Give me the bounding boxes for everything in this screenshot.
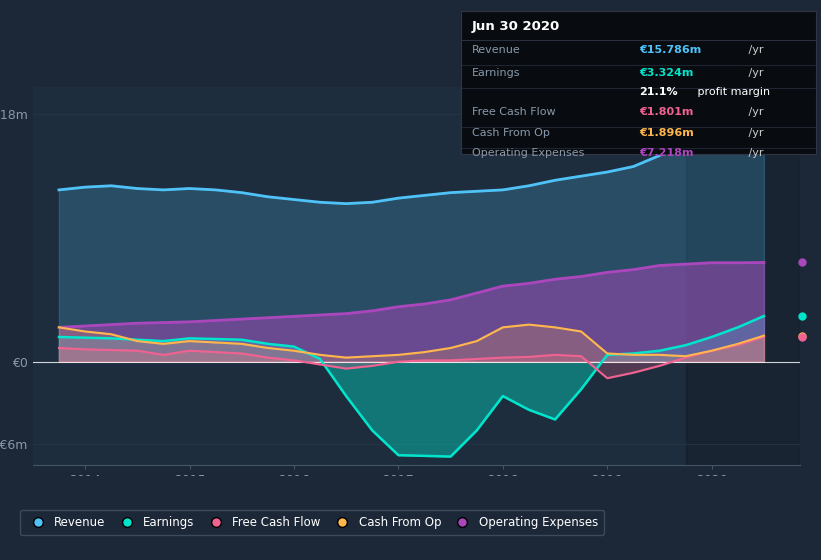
- Text: Revenue: Revenue: [472, 45, 521, 55]
- Text: /yr: /yr: [745, 45, 764, 55]
- Text: €7.218m: €7.218m: [639, 148, 693, 158]
- Text: 21.1%: 21.1%: [639, 87, 677, 97]
- Text: €3.324m: €3.324m: [639, 68, 693, 78]
- Bar: [686, 87, 800, 465]
- Text: /yr: /yr: [745, 148, 764, 158]
- Text: Earnings: Earnings: [472, 68, 521, 78]
- Text: Free Cash Flow: Free Cash Flow: [472, 107, 556, 117]
- Text: Jun 30 2020: Jun 30 2020: [472, 20, 560, 33]
- Text: Operating Expenses: Operating Expenses: [472, 148, 585, 158]
- Text: /yr: /yr: [745, 107, 764, 117]
- Text: €15.786m: €15.786m: [639, 45, 701, 55]
- Legend: Revenue, Earnings, Free Cash Flow, Cash From Op, Operating Expenses: Revenue, Earnings, Free Cash Flow, Cash …: [20, 510, 604, 535]
- Text: profit margin: profit margin: [694, 87, 770, 97]
- Text: €1.801m: €1.801m: [639, 107, 693, 117]
- Text: €1.896m: €1.896m: [639, 128, 694, 138]
- Text: /yr: /yr: [745, 68, 764, 78]
- Text: Cash From Op: Cash From Op: [472, 128, 550, 138]
- Text: /yr: /yr: [745, 128, 764, 138]
